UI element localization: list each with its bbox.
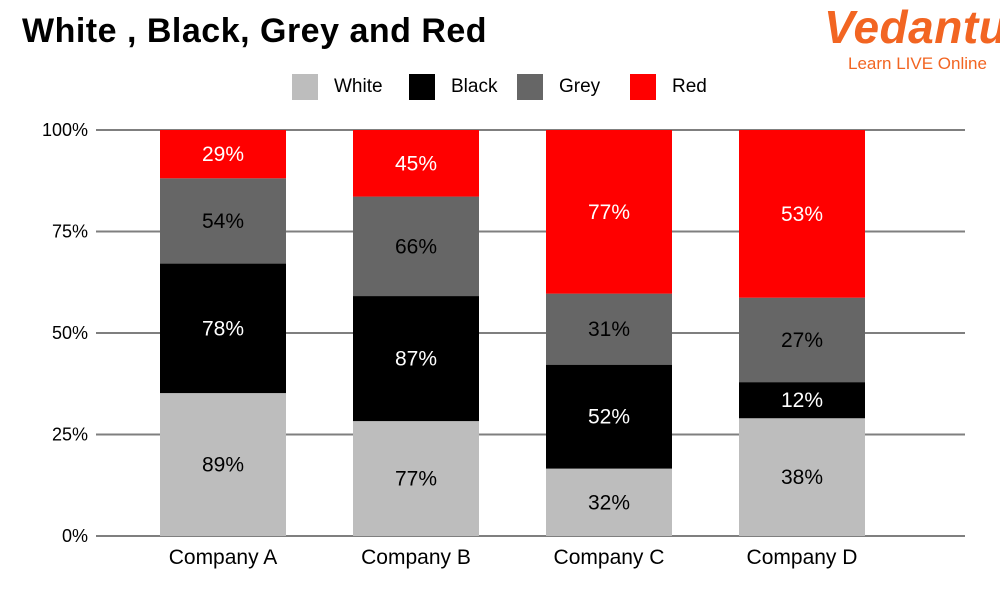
vedantu-logo: Vedantu Learn LIVE Online — [818, 1, 1000, 76]
y-tick-label: 0% — [62, 526, 88, 546]
data-label: 77% — [395, 468, 437, 491]
y-tick-label: 25% — [52, 425, 88, 445]
bar-segment-red — [353, 130, 479, 197]
category-label: Company C — [554, 546, 665, 569]
y-tick-label: 50% — [52, 323, 88, 343]
legend-label-white: White — [334, 76, 383, 97]
legend-label-red: Red — [672, 76, 707, 97]
data-label: 12% — [781, 389, 823, 412]
data-label: 32% — [588, 491, 630, 514]
y-tick-label: 75% — [52, 222, 88, 242]
data-label: 29% — [202, 143, 244, 166]
logo-tagline: Learn LIVE Online — [848, 54, 987, 73]
bar-segment-black — [739, 382, 865, 419]
data-label: 38% — [781, 466, 823, 489]
bar-segment-grey — [546, 293, 672, 365]
data-label: 52% — [588, 406, 630, 429]
legend-swatch-red — [630, 74, 656, 100]
data-label: 89% — [202, 454, 244, 477]
data-label: 66% — [395, 235, 437, 258]
chart-title: White , Black, Grey and Red — [22, 12, 488, 50]
bar-segment-black — [353, 296, 479, 422]
category-label: Company D — [747, 546, 858, 569]
data-label: 77% — [588, 201, 630, 224]
legend-item-red: Red — [630, 74, 707, 100]
legend-swatch-grey — [517, 74, 543, 100]
data-label: 78% — [202, 317, 244, 340]
bar-segment-black — [160, 263, 286, 394]
bar-segment-white — [353, 421, 479, 536]
data-label: 45% — [395, 152, 437, 175]
legend-swatch-white — [292, 74, 318, 100]
bar-segment-red — [546, 130, 672, 294]
bar-segment-grey — [739, 297, 865, 383]
bar-segment-white — [160, 393, 286, 536]
bar-segment-red — [160, 130, 286, 179]
data-label: 53% — [781, 203, 823, 226]
y-tick-label: 100% — [42, 120, 88, 140]
legend-item-black: Black — [409, 74, 497, 100]
data-label: 54% — [202, 210, 244, 233]
bar-segment-grey — [353, 196, 479, 297]
bar-segment-red — [739, 130, 865, 298]
legend-swatch-black — [409, 74, 435, 100]
legend-label-black: Black — [451, 76, 498, 97]
category-label: Company A — [169, 546, 278, 569]
data-label: 87% — [395, 348, 437, 371]
legend-label-grey: Grey — [559, 76, 601, 97]
legend: White Black Grey Red — [0, 72, 1000, 102]
bar-segment-black — [546, 364, 672, 469]
data-label: 27% — [781, 329, 823, 352]
bar-segment-white — [739, 418, 865, 536]
logo-brand: Vedantu — [824, 1, 1000, 53]
legend-item-white: White — [292, 74, 383, 100]
legend-item-grey: Grey — [517, 74, 600, 100]
data-label: 31% — [588, 318, 630, 341]
bar-segment-grey — [160, 178, 286, 264]
bar-segment-white — [546, 468, 672, 536]
category-label: Company B — [361, 546, 471, 569]
